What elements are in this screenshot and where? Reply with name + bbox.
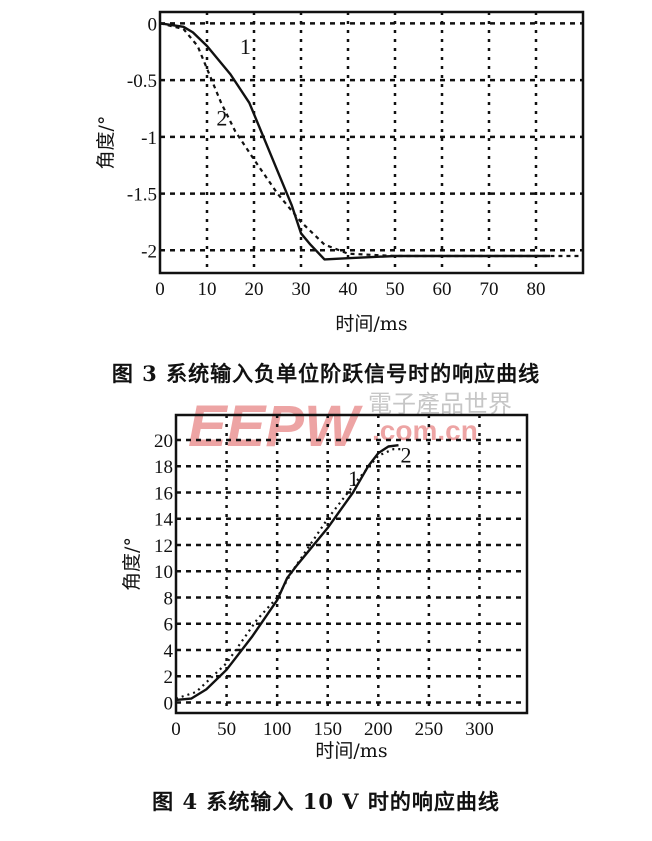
y-tick-label: 0 bbox=[164, 693, 174, 714]
y-tick-label: 16 bbox=[154, 483, 173, 504]
x-axis-label: 时间/ms bbox=[315, 740, 387, 762]
y-tick-label: -1.5 bbox=[127, 185, 157, 206]
x-tick-label: 200 bbox=[364, 719, 393, 740]
chart-3: 0 10 20 30 40 50 60 70 80 0 -0.5 -1 -1.5 -2 1 2 时间/ms 角度/… bbox=[95, 10, 585, 335]
x-tick-label: 150 bbox=[313, 719, 342, 740]
x-tick-label: 30 bbox=[292, 279, 311, 300]
y-tick-label: -1 bbox=[141, 128, 157, 149]
x-tick-label: 10 bbox=[198, 279, 217, 300]
chart-4: 0 50 100 150 200 250 3000246810121416182012时间/… bbox=[121, 413, 529, 762]
curve-label: 2 bbox=[401, 442, 412, 467]
curve-label: 1 bbox=[348, 466, 359, 491]
y-tick-label: 20 bbox=[154, 431, 173, 452]
x-tick-label: 250 bbox=[415, 719, 444, 740]
y-axis-label: 角度/° bbox=[95, 116, 117, 170]
y-tick-label: -0.5 bbox=[127, 71, 157, 92]
y-tick-label: 8 bbox=[164, 588, 174, 609]
x-tick-label: 60 bbox=[433, 279, 452, 300]
y-tick-label: 0 bbox=[148, 14, 158, 35]
series-line-2 bbox=[175, 448, 404, 700]
x-tick-label: 80 bbox=[527, 279, 546, 300]
y-axis-label: 角度/° bbox=[121, 537, 143, 591]
figure-3-caption: 图 3 系统输入负单位阶跃信号时的响应曲线 bbox=[111, 361, 541, 386]
x-tick-label: 20 bbox=[245, 279, 264, 300]
x-tick-label: 0 bbox=[155, 279, 165, 300]
x-axis-label: 时间/ms bbox=[335, 313, 407, 335]
plot-frame bbox=[158, 10, 585, 275]
x-tick-label: 70 bbox=[480, 279, 499, 300]
x-tick-label: 50 bbox=[386, 279, 405, 300]
x-tick-label: 0 bbox=[171, 719, 181, 740]
x-tick-label: 40 bbox=[339, 279, 358, 300]
x-tick-label: 50 bbox=[217, 719, 236, 740]
y-tick-label: 6 bbox=[164, 615, 174, 636]
y-tick-label: 4 bbox=[164, 641, 174, 662]
y-tick-label: 12 bbox=[154, 536, 173, 557]
series-line-1 bbox=[159, 22, 551, 261]
curve-label: 2 bbox=[216, 105, 227, 130]
y-tick-label: 14 bbox=[154, 510, 174, 531]
y-tick-label: 10 bbox=[154, 562, 173, 583]
svg-text:.com.cn: .com.cn bbox=[372, 415, 478, 446]
curve-label: 1 bbox=[240, 34, 251, 59]
x-tick-label: 100 bbox=[263, 719, 292, 740]
series-line-1 bbox=[175, 444, 399, 702]
series-line-2 bbox=[159, 22, 583, 258]
y-tick-label: 18 bbox=[154, 457, 173, 478]
svg-text:電子產品世界: 電子產品世界 bbox=[368, 390, 512, 418]
y-tick-label: 2 bbox=[164, 667, 174, 688]
figure-4-caption: 图 4 系统输入 10 V 时的响应曲线 bbox=[152, 789, 500, 814]
plot-frame bbox=[174, 413, 529, 715]
y-tick-label: -2 bbox=[141, 241, 157, 262]
x-tick-label: 300 bbox=[465, 719, 494, 740]
svg-text:EEPW: EEPW bbox=[188, 394, 363, 459]
eepw-watermark-logo: EEPW 電子產品世界.com.cn bbox=[188, 390, 512, 459]
